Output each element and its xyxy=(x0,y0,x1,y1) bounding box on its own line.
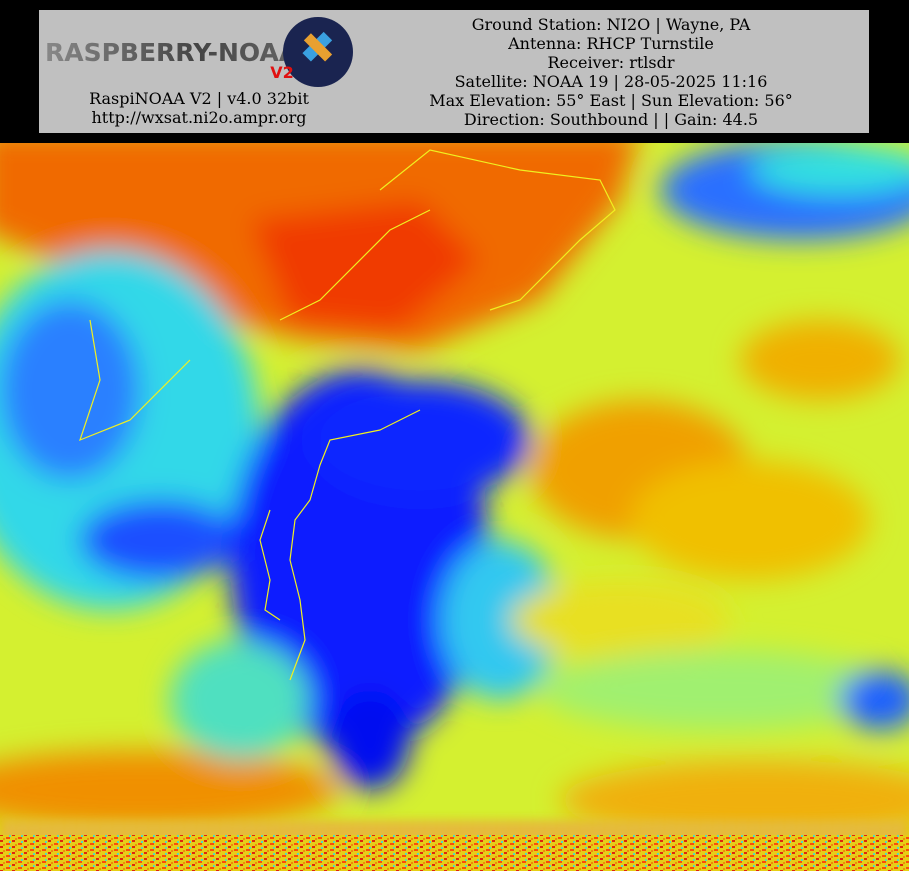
logo-satellite-body xyxy=(303,33,333,62)
logo-title: RASPBERRY-NOAA xyxy=(45,38,299,67)
left-line: http://wxsat.ni2o.ampr.org xyxy=(91,108,306,127)
right-line: Direction: Southbound | | Gain: 44.5 xyxy=(464,110,758,129)
right-line: Max Elevation: 55° East | Sun Elevation:… xyxy=(429,91,793,110)
left-line: RaspiNOAA V2 | v4.0 32bit xyxy=(89,89,309,108)
right-line: Receiver: rtlsdr xyxy=(548,53,675,72)
header: RASPBERRY-NOAA V2 RaspiNOAA V2 | v4.0 32… xyxy=(45,15,793,129)
satellite-image xyxy=(0,143,909,871)
logo-version: V2 xyxy=(270,63,294,82)
right-line: Ground Station: NI2O | Wayne, PA xyxy=(472,15,751,34)
header-box xyxy=(39,10,869,133)
right-line: Antenna: RHCP Turnstile xyxy=(507,34,714,53)
right-line: Satellite: NOAA 19 | 28-05-2025 11:16 xyxy=(455,72,768,91)
